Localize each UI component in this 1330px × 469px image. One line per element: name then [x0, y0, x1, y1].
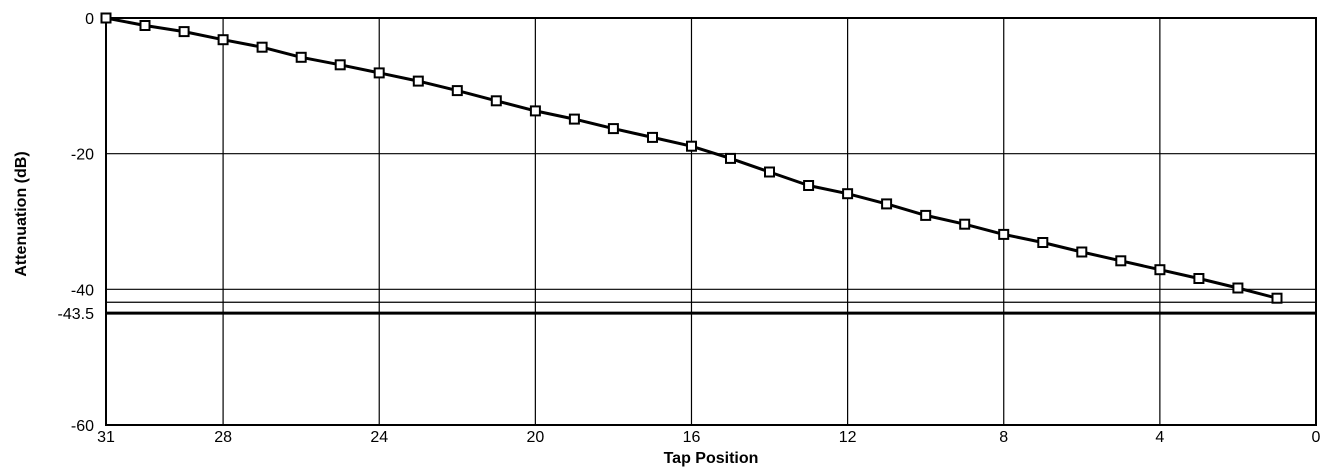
x-tick-label: 4 [1155, 429, 1164, 446]
x-tick-label: 16 [683, 429, 701, 446]
x-tick-label: 12 [839, 429, 857, 446]
y-tick-label: 0 [85, 11, 94, 28]
data-point-marker [764, 166, 775, 178]
data-point-marker [1076, 246, 1088, 258]
data-point-marker [295, 51, 307, 63]
plot-area-frame [105, 17, 1317, 426]
data-point-marker [1193, 273, 1205, 284]
data-point-marker [217, 34, 229, 46]
data-point-marker [568, 113, 580, 125]
data-point-marker [1115, 255, 1127, 267]
data-point-marker [920, 209, 932, 221]
y-tick-label: -60 [71, 418, 94, 435]
data-point-marker [178, 26, 190, 38]
x-tick-label: 31 [97, 429, 115, 446]
y-tick-label: -40 [71, 282, 94, 299]
data-point-marker [412, 75, 424, 87]
data-point-marker [842, 188, 854, 200]
y-axis-label: Attenuation (dB) [13, 151, 30, 276]
data-point-marker [256, 41, 268, 53]
data-point-marker [803, 180, 815, 191]
data-point-marker [490, 95, 502, 107]
data-point-marker [998, 228, 1010, 240]
grid-lines [106, 18, 1316, 425]
data-point-marker [529, 105, 541, 117]
x-tick-label: 0 [1312, 429, 1321, 446]
data-point-marker [881, 198, 893, 210]
y-tick-label: -43.5 [58, 306, 95, 323]
x-tick-label: 20 [526, 429, 544, 446]
data-point-marker [725, 152, 736, 164]
x-axis-label: Tap Position [664, 450, 759, 467]
data-point-marker [647, 131, 658, 143]
x-tick-label: 8 [999, 429, 1008, 446]
series-layer [100, 12, 1283, 304]
data-point-marker [607, 123, 619, 135]
y-tick-label: -20 [71, 147, 94, 164]
tick-labels: 31 28 24 20 16 12 8 4 0 0 -20 -40 -60 -43.5 [58, 11, 1321, 446]
data-point-marker [451, 85, 463, 97]
data-point-marker [334, 59, 346, 71]
data-point-marker [1154, 264, 1166, 276]
data-point-marker [373, 67, 385, 79]
x-tick-label: 28 [214, 429, 232, 446]
data-point-marker [100, 12, 112, 24]
data-point-marker [1232, 282, 1244, 294]
reference-line-layer [106, 301, 1316, 315]
data-point-marker [1037, 237, 1049, 248]
data-point-marker [959, 218, 971, 230]
x-tick-label: 24 [370, 429, 388, 446]
data-point-marker [686, 140, 697, 152]
data-point-marker [1271, 292, 1283, 304]
data-point-marker [139, 20, 151, 31]
